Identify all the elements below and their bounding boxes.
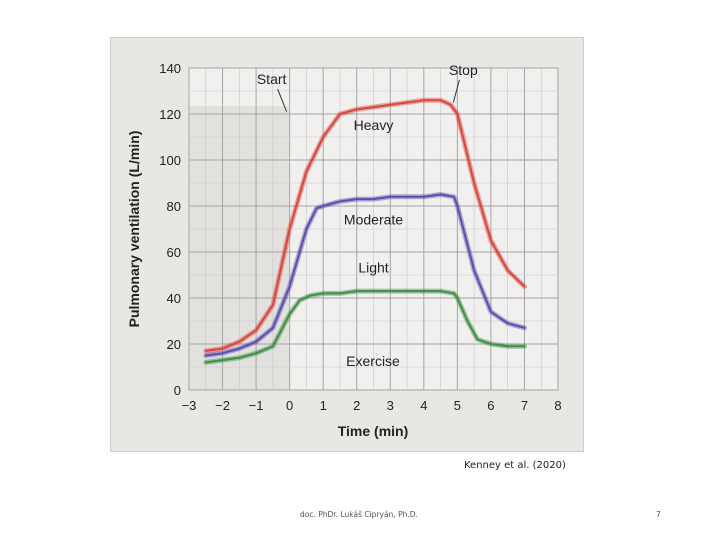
- footer-author: doc. PhDr. Lukáš Cipryán, Ph.D.: [300, 510, 418, 519]
- x-tick-label: 7: [521, 398, 528, 413]
- annotations: Start Stop: [257, 62, 478, 112]
- series-line-light: [204, 290, 526, 364]
- y-tick-label: 100: [159, 153, 181, 168]
- x-tick-labels: −3 −2 −1 0 1 2 3 4 5 6 7 8: [182, 398, 562, 413]
- series-label-moderate: Moderate: [344, 211, 403, 227]
- page-number: 7: [656, 510, 661, 519]
- x-tick-label: 2: [353, 398, 360, 413]
- y-tick-label: 0: [174, 383, 181, 398]
- annotation-pointer-start: [277, 88, 288, 112]
- x-tick-label: 5: [454, 398, 461, 413]
- exercise-label: Exercise: [346, 353, 400, 369]
- x-tick-label: 1: [320, 398, 327, 413]
- series-label-light: Light: [358, 260, 388, 276]
- y-tick-labels: 0 20 40 60 80 100 120 140: [159, 61, 181, 398]
- x-tick-label: 3: [387, 398, 394, 413]
- y-tick-label: 20: [167, 337, 181, 352]
- series-line-heavy: [204, 99, 526, 352]
- annotation-stop: Stop: [449, 62, 478, 78]
- y-tick-label: 120: [159, 107, 181, 122]
- series-line-moderate: [204, 193, 526, 357]
- annotation-pointer-stop: [452, 79, 460, 103]
- y-axis-title: Pulmonary ventilation (L/min): [126, 131, 142, 328]
- ventilation-chart: Heavy Moderate Light −3 −2 −1 0 1 2 3 4 5 6 7 8 0 20 40…: [126, 61, 562, 439]
- y-tick-label: 60: [167, 245, 181, 260]
- annotation-start: Start: [257, 71, 287, 87]
- x-axis-title: Time (min): [338, 423, 409, 439]
- citation: Kenney et al. (2020): [464, 460, 566, 471]
- x-tick-label: 8: [554, 398, 561, 413]
- x-tick-label: 6: [487, 398, 494, 413]
- x-tick-label: 4: [420, 398, 427, 413]
- y-tick-label: 40: [167, 291, 181, 306]
- chart-photo: Heavy Moderate Light −3 −2 −1 0 1 2 3 4 5 6 7 8 0 20 40…: [110, 37, 584, 452]
- y-tick-label: 80: [167, 199, 181, 214]
- y-tick-label: 140: [159, 61, 181, 76]
- series-label-heavy: Heavy: [354, 117, 394, 133]
- x-tick-label: −1: [249, 398, 264, 413]
- x-tick-label: −3: [182, 398, 197, 413]
- series-curves: Heavy Moderate Light: [203, 97, 527, 365]
- x-tick-label: −2: [215, 398, 230, 413]
- x-tick-label: 0: [286, 398, 293, 413]
